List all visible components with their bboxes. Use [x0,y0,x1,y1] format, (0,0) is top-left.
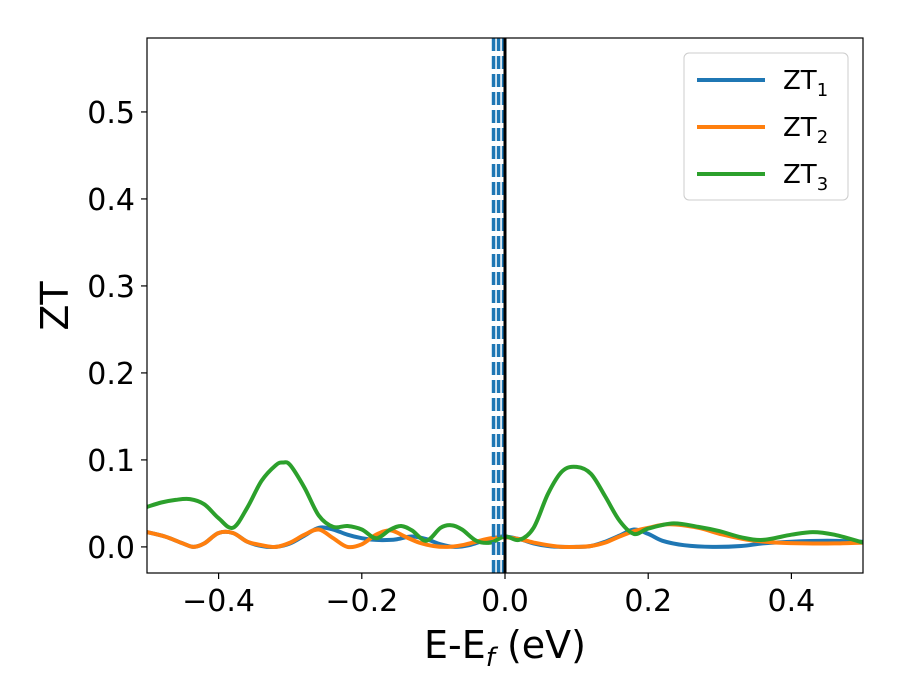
vline-layer [491,38,507,573]
x-axis-title: E-Ef (eV) [424,623,586,673]
x-tick-label: −0.2 [325,584,398,619]
x-tick-label: −0.4 [182,584,255,619]
y-tick-label: 0.1 [87,444,135,479]
legend: ZT1 ZT2 ZT3 [683,52,849,201]
y-axis-title: ZT [33,281,77,331]
legend-label-zt2: ZT2 [783,113,828,148]
y-tick-label: 0.5 [87,96,135,131]
y-axis-ticks: 0.0 0.1 0.2 0.3 0.4 0.5 [87,96,147,566]
legend-label-zt3: ZT3 [783,160,828,195]
y-tick-label: 0.3 [87,270,135,305]
legend-label-zt1: ZT1 [783,66,828,101]
y-tick-label: 0.0 [87,531,135,566]
x-tick-label: 0.4 [768,584,816,619]
x-tick-label: 0.2 [624,584,672,619]
y-tick-label: 0.4 [87,183,135,218]
x-tick-label: 0.0 [481,584,529,619]
plot-area [147,38,863,573]
x-axis-ticks: −0.4 −0.2 0.0 0.2 0.4 [182,573,815,619]
series-layer [147,460,863,550]
series-line-zt3 [147,460,863,545]
legend-box [683,52,849,201]
y-tick-label: 0.2 [87,357,135,392]
